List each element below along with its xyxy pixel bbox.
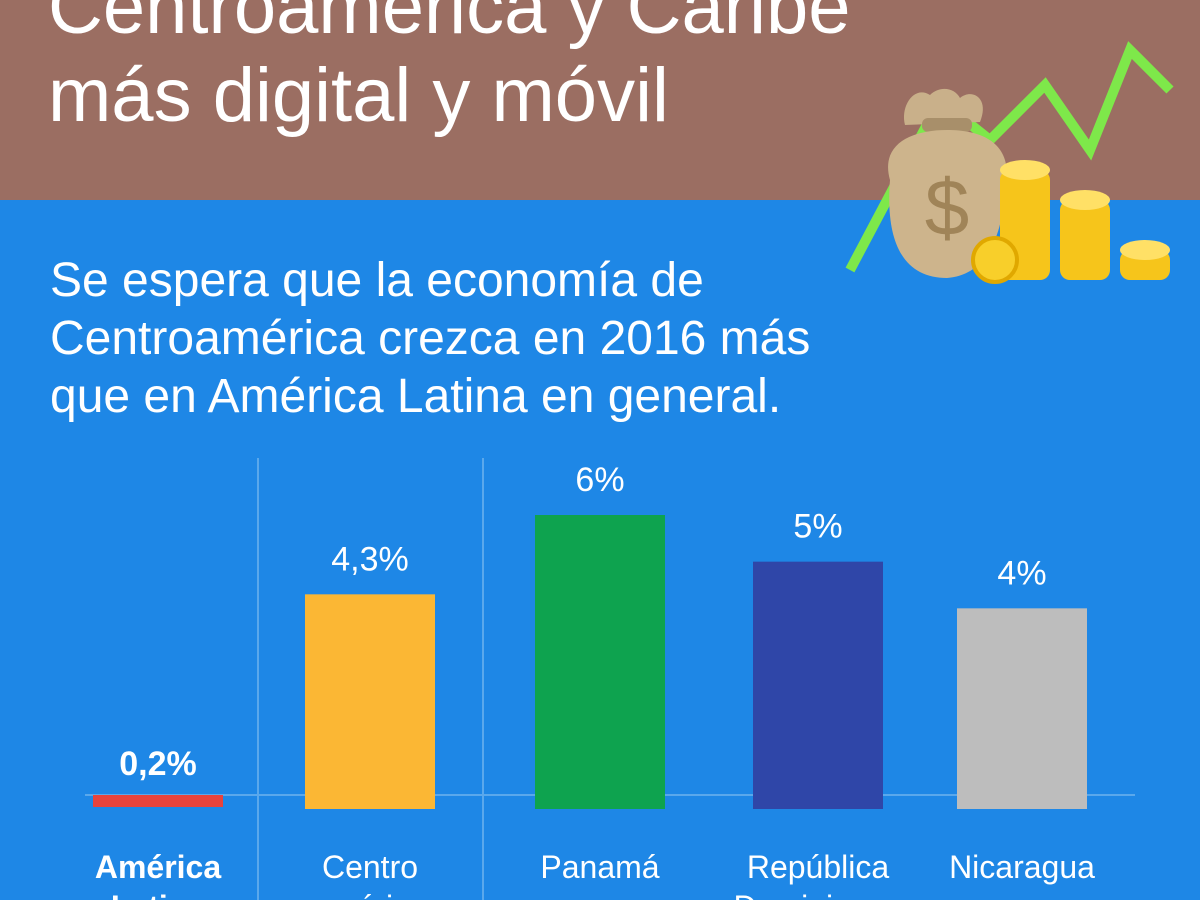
category-label-1-1: américa <box>313 889 427 900</box>
chart-value-labels: 0,2% 4,3% 6% 5% 4% <box>119 461 1046 783</box>
bar-1 <box>305 594 435 809</box>
header-banner: Centroamérica y Caribe más digital y móv… <box>0 0 1200 200</box>
bar-3 <box>753 561 883 809</box>
category-label-3-0: República <box>747 849 890 885</box>
bar-4 <box>957 608 1087 809</box>
subtitle-line-2: Centroamérica crezca en 2016 más <box>50 312 811 365</box>
category-label-4-0: Nicaragua <box>949 849 1095 885</box>
category-label-2-0: Panamá <box>540 849 659 885</box>
chart-subtitle: Se espera que la economía de Centroaméri… <box>50 252 950 426</box>
coin-stack-icon <box>971 160 1170 284</box>
value-label-3: 5% <box>793 508 842 546</box>
subtitle-line-1: Se espera que la economía de <box>50 254 704 307</box>
money-bag-icon: $ <box>888 88 1007 278</box>
bar-2 <box>535 515 665 809</box>
value-label-4: 4% <box>997 554 1046 592</box>
page-title-line-2: más digital y móvil <box>48 53 669 138</box>
subtitle-line-3: que en América Latina en general. <box>50 370 782 423</box>
category-label-1-0: Centro <box>322 849 418 885</box>
page-title-line-1: Centroamérica y Caribe <box>48 0 851 50</box>
category-label-3-1: Dominicana <box>734 889 903 900</box>
chart-dividers <box>257 458 484 900</box>
money-growth-illustration: $ <box>845 41 1174 284</box>
category-label-0-1: Latina <box>111 889 205 900</box>
value-label-0: 0,2% <box>119 745 197 783</box>
value-label-2: 6% <box>575 461 624 499</box>
category-label-0-0: América <box>95 849 222 885</box>
chart-bars <box>93 515 1087 809</box>
bag-dollar-symbol: $ <box>925 163 970 252</box>
bar-0 <box>93 795 223 807</box>
value-label-1: 4,3% <box>331 540 409 578</box>
chart-category-labels: América Latina Centro américa Panamá Repúblic… <box>95 849 1095 900</box>
